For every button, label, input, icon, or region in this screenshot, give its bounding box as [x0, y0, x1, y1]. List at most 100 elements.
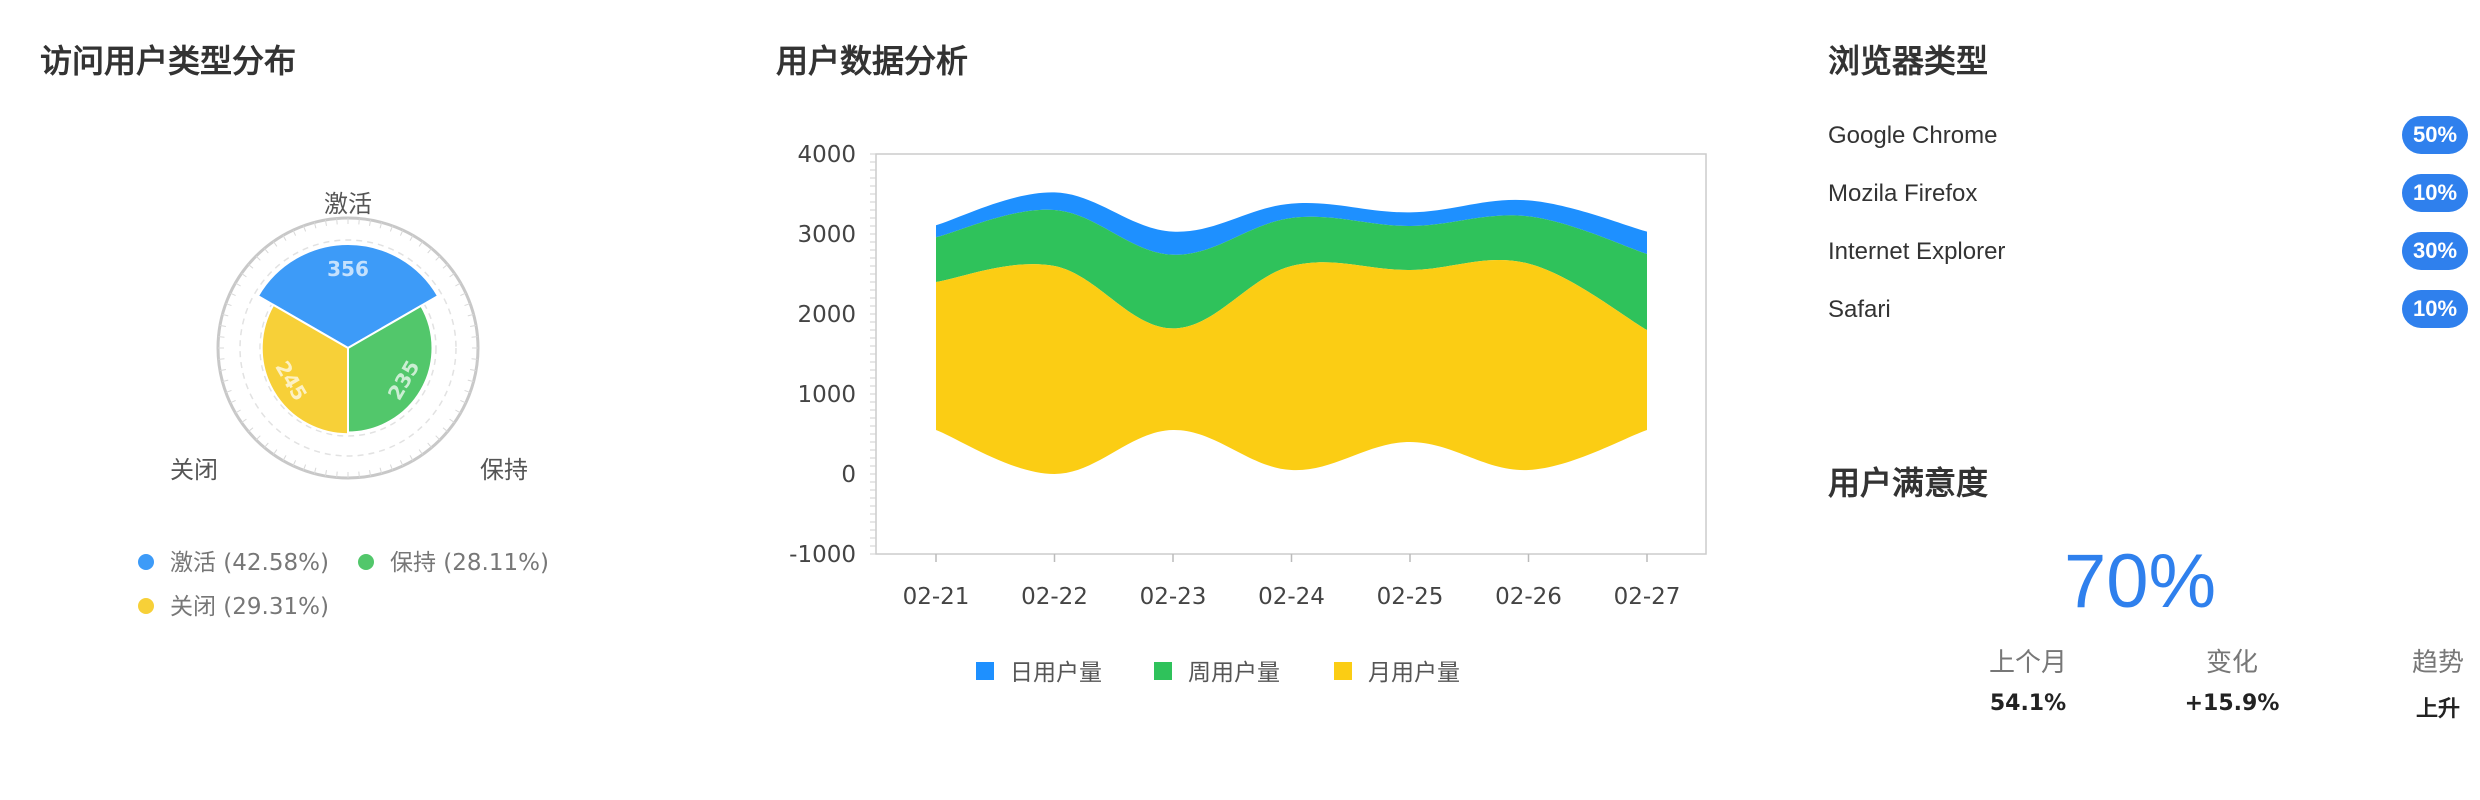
rose-tick	[358, 471, 360, 478]
rose-value-label: 356	[327, 257, 369, 281]
rose-tick	[303, 225, 307, 232]
browser-name: Safari	[1828, 296, 1891, 323]
rose-tick	[379, 222, 383, 229]
y-tick-label: 4000	[797, 142, 856, 168]
rose-tick	[449, 418, 455, 423]
stream-layer-日用户量[interactable]	[936, 192, 1647, 255]
rose-tick	[464, 389, 471, 393]
rose-tick	[409, 235, 414, 241]
rose-tick	[442, 427, 448, 432]
rose-tick	[471, 358, 478, 360]
rose-legend-item[interactable]: 关闭 (29.31%)	[170, 594, 329, 620]
stream-layer-周用户量[interactable]	[936, 209, 1647, 330]
x-tick-label: 02-21	[903, 584, 970, 610]
rose-tick	[427, 248, 432, 254]
rose-tick	[313, 467, 317, 474]
rose-legend-item[interactable]: 保持 (28.11%)	[390, 550, 549, 576]
rose-tick	[418, 241, 423, 247]
rose-tick	[248, 427, 254, 432]
stream-legend-item[interactable]: 月用户量	[1368, 660, 1460, 686]
browser-title: 浏览器类型	[1828, 42, 1989, 80]
rose-tick	[399, 229, 404, 236]
rose-tick	[282, 235, 287, 241]
rose-tick	[470, 369, 477, 372]
rose-tick	[235, 282, 241, 287]
rose-tick	[273, 241, 278, 247]
legend-dot	[138, 598, 154, 614]
rose-category-label: 激活	[324, 190, 372, 218]
rose-tick	[379, 467, 383, 474]
stream-legend-item[interactable]: 日用户量	[1010, 660, 1102, 686]
legend-dot	[138, 554, 154, 570]
rose-tick	[241, 273, 247, 278]
rose-tick	[470, 324, 477, 327]
rose-tick	[467, 379, 474, 383]
stat-value: +15.9%	[2184, 691, 2280, 716]
rose-tick	[369, 219, 372, 226]
stream-legend-item[interactable]: 周用户量	[1188, 660, 1280, 686]
rose-tick	[292, 229, 297, 236]
satisfaction-value: 70%	[2063, 539, 2217, 624]
browser-percent-badge: 50%	[2402, 116, 2468, 154]
rose-tick	[225, 389, 232, 393]
rose-tick	[273, 449, 278, 455]
stat-value: 上升	[2415, 697, 2460, 722]
y-tick-label: -1000	[789, 542, 856, 568]
rose-tick	[313, 222, 317, 229]
rose-tick	[222, 313, 229, 317]
rose-tick	[241, 418, 247, 423]
rose-tick	[471, 336, 478, 338]
rose-tick	[455, 409, 461, 414]
user-type-panel: 访问用户类型分布 356 235 245 激活 保持 关闭 激活 (42.58%) 保持 (2…	[0, 0, 720, 800]
satisfaction-title: 用户满意度	[1828, 464, 1989, 502]
rose-tick	[292, 460, 297, 467]
stat-label: 上个月	[1988, 648, 2067, 678]
y-tick-label: 3000	[797, 222, 856, 248]
rose-slice-2[interactable]	[260, 303, 349, 436]
stream-layer-月用户量[interactable]	[936, 259, 1647, 474]
x-tick-label: 02-25	[1377, 584, 1444, 610]
rose-legend-item[interactable]: 激活 (42.58%)	[170, 550, 329, 576]
browser-name: Internet Explorer	[1828, 238, 2006, 265]
rose-tick	[389, 464, 393, 471]
rose-tick	[460, 399, 467, 404]
rose-tick	[399, 460, 404, 467]
rose-tick	[427, 442, 432, 448]
user-data-stream-chart: 4000 3000 2000 1000 0 -1000 02-21 02-22 02-23 02-…	[789, 142, 1707, 686]
user-data-title: 用户数据分析	[776, 42, 969, 80]
browser-percent-badge: 10%	[2402, 290, 2468, 328]
rose-tick	[255, 435, 261, 441]
x-tick-label: 02-23	[1140, 584, 1207, 610]
rose-slice-1[interactable]	[347, 304, 434, 434]
y-tick-label: 1000	[797, 382, 856, 408]
rose-category-label: 关闭	[170, 456, 218, 484]
browser-row-ie: Internet Explorer 30%	[1828, 232, 2468, 272]
rose-tick	[467, 313, 474, 317]
stat-value: 54.1%	[1989, 691, 2067, 716]
rose-tick	[369, 470, 372, 477]
browser-percent-badge: 30%	[2402, 232, 2468, 270]
browser-row-safari: Safari 10%	[1828, 290, 2468, 330]
x-tick-label: 02-27	[1614, 584, 1681, 610]
browser-name: Mozila Firefox	[1828, 180, 1978, 207]
user-data-panel: 用户数据分析 4000 3000 2000 1000 0 -1000 02-21 02-22 0…	[760, 0, 1780, 800]
rose-tick	[464, 303, 471, 307]
legend-swatch	[1334, 662, 1352, 680]
rose-tick	[336, 471, 338, 478]
rose-tick	[435, 255, 441, 261]
stat-last-month: 上个月 54.1%	[1928, 642, 2128, 716]
rose-tick	[389, 225, 393, 232]
rose-grid-ring	[259, 259, 437, 437]
legend-dot	[358, 554, 374, 570]
rose-tick	[229, 292, 236, 297]
stat-change: 变化 +15.9%	[2132, 642, 2332, 716]
legend-swatch	[976, 662, 994, 680]
rose-grid-ring	[239, 239, 457, 457]
legend-swatch	[1154, 662, 1172, 680]
y-tick-label: 2000	[797, 302, 856, 328]
y-tick-label: 0	[841, 462, 856, 488]
browser-percent-badge: 10%	[2402, 174, 2468, 212]
x-tick-label: 02-26	[1495, 584, 1562, 610]
rose-category-label: 保持	[480, 456, 528, 484]
